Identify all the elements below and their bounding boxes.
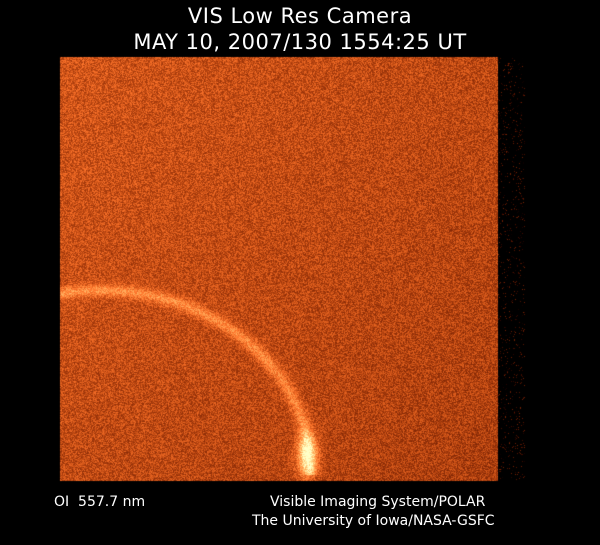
image-title: VIS Low Res Camera <box>187 4 413 28</box>
credit-line-1: Visible Imaging System/POLAR <box>270 494 486 510</box>
wavelength-label: OI 557.7 nm <box>54 494 146 510</box>
credit-line-2: The University of Iowa/NASA-GSFC <box>252 513 495 529</box>
image-timestamp: MAY 10, 2007/130 1554:25 UT <box>133 30 467 54</box>
